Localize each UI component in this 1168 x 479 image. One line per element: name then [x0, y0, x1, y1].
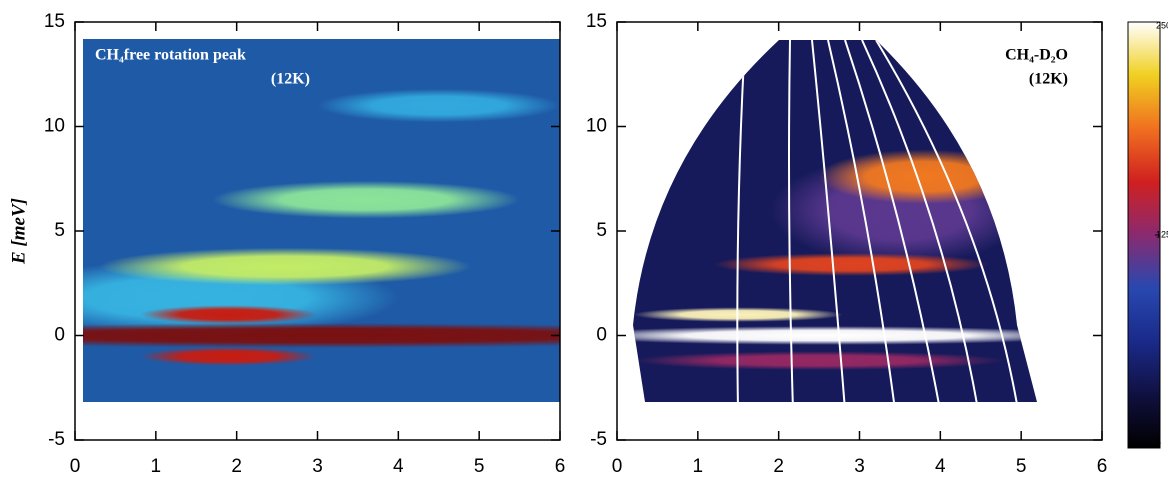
peaks	[83, 88, 560, 366]
y-tick-label: 5	[54, 220, 65, 241]
detector-gaps	[736, 40, 1019, 402]
colorbar-tick-label: 0	[1156, 438, 1161, 448]
x-tick-label: 2	[773, 456, 784, 477]
annotation: (12K)	[271, 71, 310, 88]
y-tick-label: 5	[596, 220, 607, 241]
peak	[212, 180, 520, 219]
y-tick-label: 10	[586, 116, 607, 137]
x-tick-label: 0	[70, 456, 81, 477]
peak	[714, 252, 989, 276]
x-tick-label: 3	[854, 456, 865, 477]
peak	[317, 88, 560, 123]
colorbar-tick-label: 250	[1156, 20, 1168, 30]
x-tick-label: 2	[231, 456, 242, 477]
y-tick-label: 15	[586, 11, 607, 32]
annotation: CH₄free rotation peak	[95, 47, 246, 64]
y-tick-label: 10	[44, 116, 65, 137]
y-tick-label: -5	[48, 429, 65, 450]
peak	[83, 322, 560, 349]
colorbar: 0 125 250	[1127, 20, 1168, 449]
peak	[139, 305, 318, 325]
y-tick-label: -5	[590, 429, 607, 450]
peaks	[633, 149, 1037, 370]
x-tick-label: 5	[1016, 456, 1027, 477]
x-tick-label: 4	[935, 456, 946, 477]
annotation: CH₄-D₂O	[1005, 47, 1068, 64]
x-tick-label: 0	[612, 456, 623, 477]
x-tick-label: 6	[555, 456, 566, 477]
x-tick-label: 5	[474, 456, 485, 477]
x-tick-label: 6	[1097, 456, 1108, 477]
peak	[99, 247, 472, 286]
x-tick-label: 1	[693, 456, 704, 477]
peak	[633, 326, 1037, 345]
annotation: (12K)	[1029, 71, 1068, 88]
y-tick-label: 15	[44, 11, 65, 32]
x-tick-label: 1	[151, 456, 162, 477]
colorbar-tick-label: 125	[1156, 229, 1168, 239]
y-tick-label: 0	[54, 325, 65, 346]
x-tick-label: 3	[312, 456, 323, 477]
peak	[633, 351, 1005, 370]
peak	[139, 346, 318, 366]
y-tick-label: 0	[596, 325, 607, 346]
left-panel: CH₄free rotation peak (12K) E [meV] 0 1 2 3…	[8, 11, 566, 477]
y-axis-label: E [meV]	[8, 198, 29, 265]
x-tick-label: 4	[393, 456, 404, 477]
